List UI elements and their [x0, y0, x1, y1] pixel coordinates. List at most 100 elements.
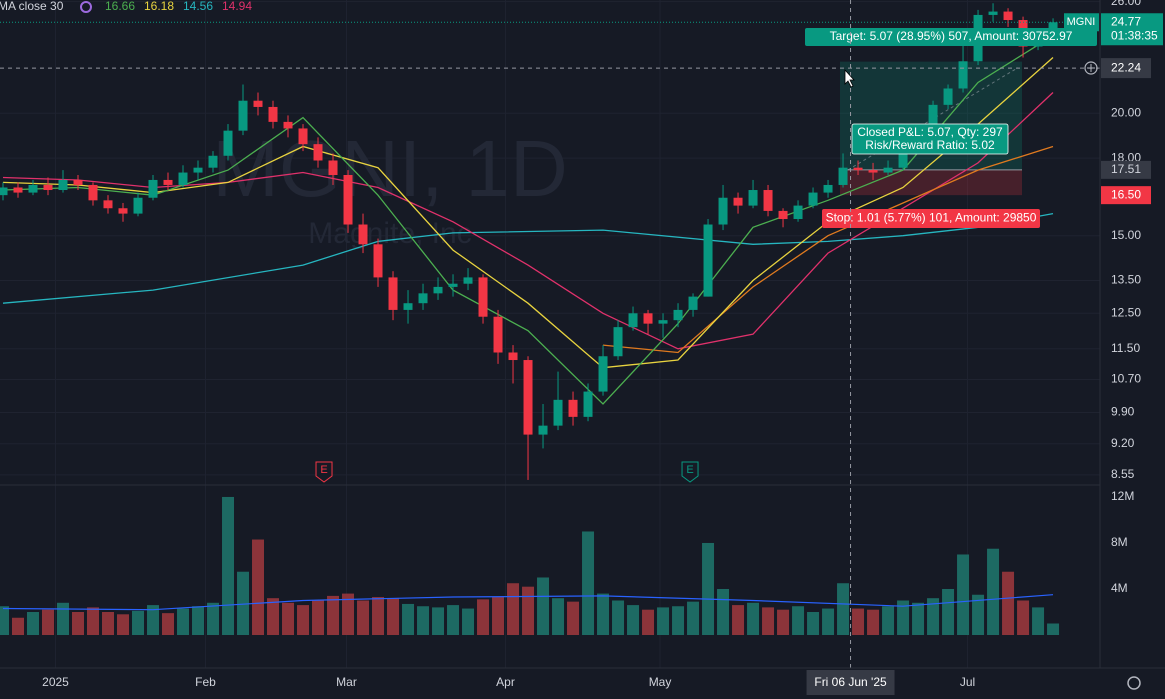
candle-body — [403, 303, 413, 310]
target-label-box — [805, 28, 1097, 46]
volume-bar — [927, 598, 940, 635]
settings-icon[interactable] — [1127, 676, 1141, 690]
candle-body — [928, 104, 938, 129]
crosshair-date-badge — [806, 670, 895, 695]
target-label: Target: 5.07 (28.95%) 507, Amount: 30752… — [830, 29, 1073, 43]
candle-body — [583, 391, 593, 417]
candle-body — [988, 11, 998, 15]
volume-bar — [87, 607, 100, 635]
candle-body — [103, 200, 113, 209]
volume-bar — [837, 583, 850, 635]
crosshair-price: 22.24 — [1111, 60, 1141, 74]
add-button[interactable] — [1084, 61, 1098, 75]
last-price-badge — [1101, 13, 1163, 46]
candle-body — [223, 130, 233, 156]
y-tick-label: 12.50 — [1111, 305, 1141, 319]
legend-value: 16.18 — [144, 0, 174, 13]
volume-bar — [12, 617, 25, 635]
volume-bar — [27, 611, 40, 635]
legend-label: MA close 30 — [0, 0, 64, 13]
volume-bar — [327, 595, 340, 635]
moving-average — [2, 57, 1054, 369]
volume-bar — [867, 609, 880, 635]
entry-price: 17.51 — [1111, 162, 1141, 176]
candle-body — [493, 316, 503, 353]
y-tick-label: 8.55 — [1111, 467, 1135, 481]
volume-bar — [702, 542, 715, 635]
volume-bar — [657, 607, 670, 635]
stop-price: 16.50 — [1111, 187, 1141, 201]
volume-bar — [762, 607, 775, 635]
earnings-marker — [315, 461, 333, 483]
stop-label: Stop: 1.01 (5.77%) 101, Amount: 29850 — [826, 211, 1037, 225]
volume-bar — [732, 605, 745, 635]
volume-bar — [252, 539, 265, 635]
candle-body — [838, 167, 848, 185]
candle-body — [463, 277, 473, 284]
y-tick-label: 13.50 — [1111, 273, 1141, 287]
volume-bar — [777, 609, 790, 635]
candle-body — [553, 399, 563, 426]
candle-body — [793, 205, 803, 220]
candle-body — [883, 167, 893, 173]
candle-body — [718, 197, 728, 225]
x-tick-label: May — [649, 675, 672, 689]
candle-body — [253, 100, 263, 107]
candle-body — [73, 179, 83, 185]
candle-body — [688, 296, 698, 310]
volume-bar — [312, 600, 325, 635]
volume-bar — [717, 588, 730, 635]
candle-body — [193, 167, 203, 173]
candle-body — [538, 425, 548, 435]
legend-icon[interactable] — [80, 1, 92, 13]
volume-bar — [117, 614, 130, 635]
volume-bar — [57, 602, 70, 635]
crosshair-price-badge — [1101, 58, 1151, 79]
candle-body — [478, 277, 488, 317]
candle-body — [118, 208, 128, 214]
volume-bar — [747, 602, 760, 635]
legend: 16.66 16.18 14.56 14.94 — [105, 0, 252, 13]
x-tick-label: Apr — [496, 675, 515, 689]
stop-badge — [1101, 186, 1151, 205]
legend-value: 14.94 — [222, 0, 252, 13]
volume-bar — [552, 598, 565, 635]
y-tick-label: 10.70 — [1111, 372, 1141, 386]
grid — [0, 0, 1100, 668]
volume-bar — [1047, 623, 1060, 635]
candle-body — [508, 352, 518, 361]
candle-body — [523, 360, 533, 435]
volume-bar — [522, 586, 535, 635]
volume-bar — [852, 608, 865, 635]
add-icon — [1087, 64, 1095, 72]
candle-body — [898, 148, 908, 168]
candle-body — [43, 184, 53, 191]
candle-body — [163, 179, 173, 185]
candle-body — [373, 244, 383, 278]
volume-bar — [792, 606, 805, 635]
volume-bar — [462, 608, 475, 635]
rr-label: Risk/Reward Ratio: 5.02 — [865, 138, 995, 152]
candle-body — [58, 179, 68, 191]
watermark: MGNI, 1D — [212, 124, 568, 213]
volume-bar — [297, 605, 310, 635]
candle-body — [1003, 11, 1013, 21]
candle-body — [208, 155, 218, 168]
candle-body — [778, 210, 788, 220]
candle-body — [853, 167, 863, 171]
volume-bar — [477, 599, 490, 635]
moving-average — [602, 145, 1054, 354]
volume-bar — [987, 548, 1000, 635]
candle-body — [133, 197, 143, 214]
volume-bar — [537, 577, 550, 635]
candle-body — [418, 293, 428, 304]
last-price: 24.77 — [1111, 14, 1141, 28]
volume-bar — [357, 600, 370, 635]
candle-body — [268, 106, 278, 122]
volume-bar — [612, 600, 625, 635]
candle-body — [388, 277, 398, 310]
pnl-label: Closed P&L: 5.07, Qty: 297 — [857, 125, 1003, 139]
moving-average — [2, 212, 1054, 304]
x-tick-label: 2025 — [42, 675, 69, 689]
candle-body — [568, 399, 578, 417]
